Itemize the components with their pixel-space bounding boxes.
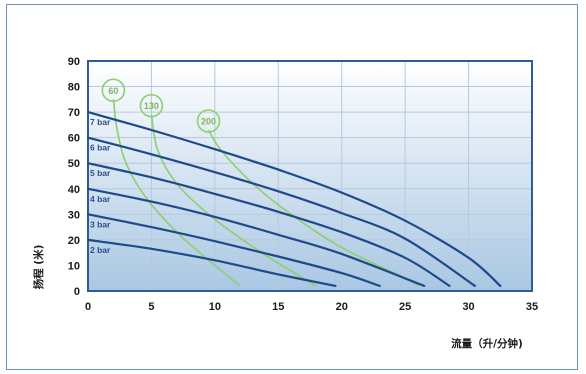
- air-badge-60: [101, 78, 126, 103]
- pressure-label-5-bar: 5 bar: [90, 168, 111, 178]
- air-label-130: 130: [144, 101, 159, 111]
- air-badge-130: [139, 93, 164, 118]
- air-label-60: 60: [108, 86, 118, 96]
- plot-border: [87, 60, 533, 292]
- pump-performance-chart: 0 10 20 30 40 50 60 70 80 90 0 5 10 15 20 25 30 35 60 130 2…: [32, 56, 538, 350]
- x-tick-label: 15: [272, 301, 284, 313]
- pressure-label-4-bar: 4 bar: [90, 194, 111, 204]
- pressure-label-2-bar: 2 bar: [90, 245, 111, 255]
- x-tick-label: 20: [336, 301, 348, 313]
- pressure-curves: [86, 111, 502, 287]
- y-tick-label: 40: [68, 184, 80, 196]
- y-tick-label: 30: [68, 209, 80, 221]
- pressure-curve-2-bar: [86, 238, 337, 287]
- chart-frame: 0 10 20 30 40 50 60 70 80 90 0 5 10 15 20 25 30 35 60 130 2…: [6, 4, 578, 370]
- x-tick-label: 0: [85, 301, 91, 313]
- y-tick-label: 90: [68, 56, 80, 68]
- x-tick-label: 25: [399, 301, 411, 313]
- y-tick-label: 20: [68, 235, 80, 247]
- pressure-curve-5-bar: [86, 162, 451, 287]
- curve-labels: 60 130 200 2 bar 3 bar 4 bar 5 bar 6 bar 7 bar: [90, 78, 221, 255]
- x-tick-label: 5: [148, 301, 154, 313]
- x-axis-title: 流量（升/分钟): [451, 337, 523, 350]
- pressure-label-6-bar: 6 bar: [90, 143, 111, 153]
- y-tick-label: 60: [68, 133, 80, 145]
- x-tick-label: 30: [462, 301, 474, 313]
- y-tick-label: 50: [68, 158, 80, 170]
- air-curve-130: [150, 114, 317, 287]
- plot-area: [88, 61, 532, 291]
- y-tick-label: 0: [74, 286, 80, 298]
- air-badge-200: [196, 109, 221, 133]
- pressure-label-7-bar: 7 bar: [90, 117, 111, 127]
- y-tick-label: 80: [68, 82, 80, 94]
- pressure-curve-6-bar: [86, 136, 476, 287]
- air-curve-60: [112, 99, 241, 287]
- x-tick-label: 10: [209, 301, 221, 313]
- y-tick-label: 70: [68, 107, 80, 119]
- air-label-200: 200: [201, 117, 216, 127]
- pressure-curve-7-bar: [86, 111, 502, 287]
- x-tick-label: 35: [526, 301, 538, 313]
- y-axis-title: 扬程 (米): [32, 245, 45, 290]
- axes: 0 10 20 30 40 50 60 70 80 90 0 5 10 15 20 25 30 35: [68, 56, 538, 313]
- pressure-label-3-bar: 3 bar: [90, 219, 111, 229]
- pressure-curve-3-bar: [86, 213, 381, 287]
- y-tick-label: 10: [68, 260, 80, 272]
- pressure-curve-4-bar: [86, 187, 426, 287]
